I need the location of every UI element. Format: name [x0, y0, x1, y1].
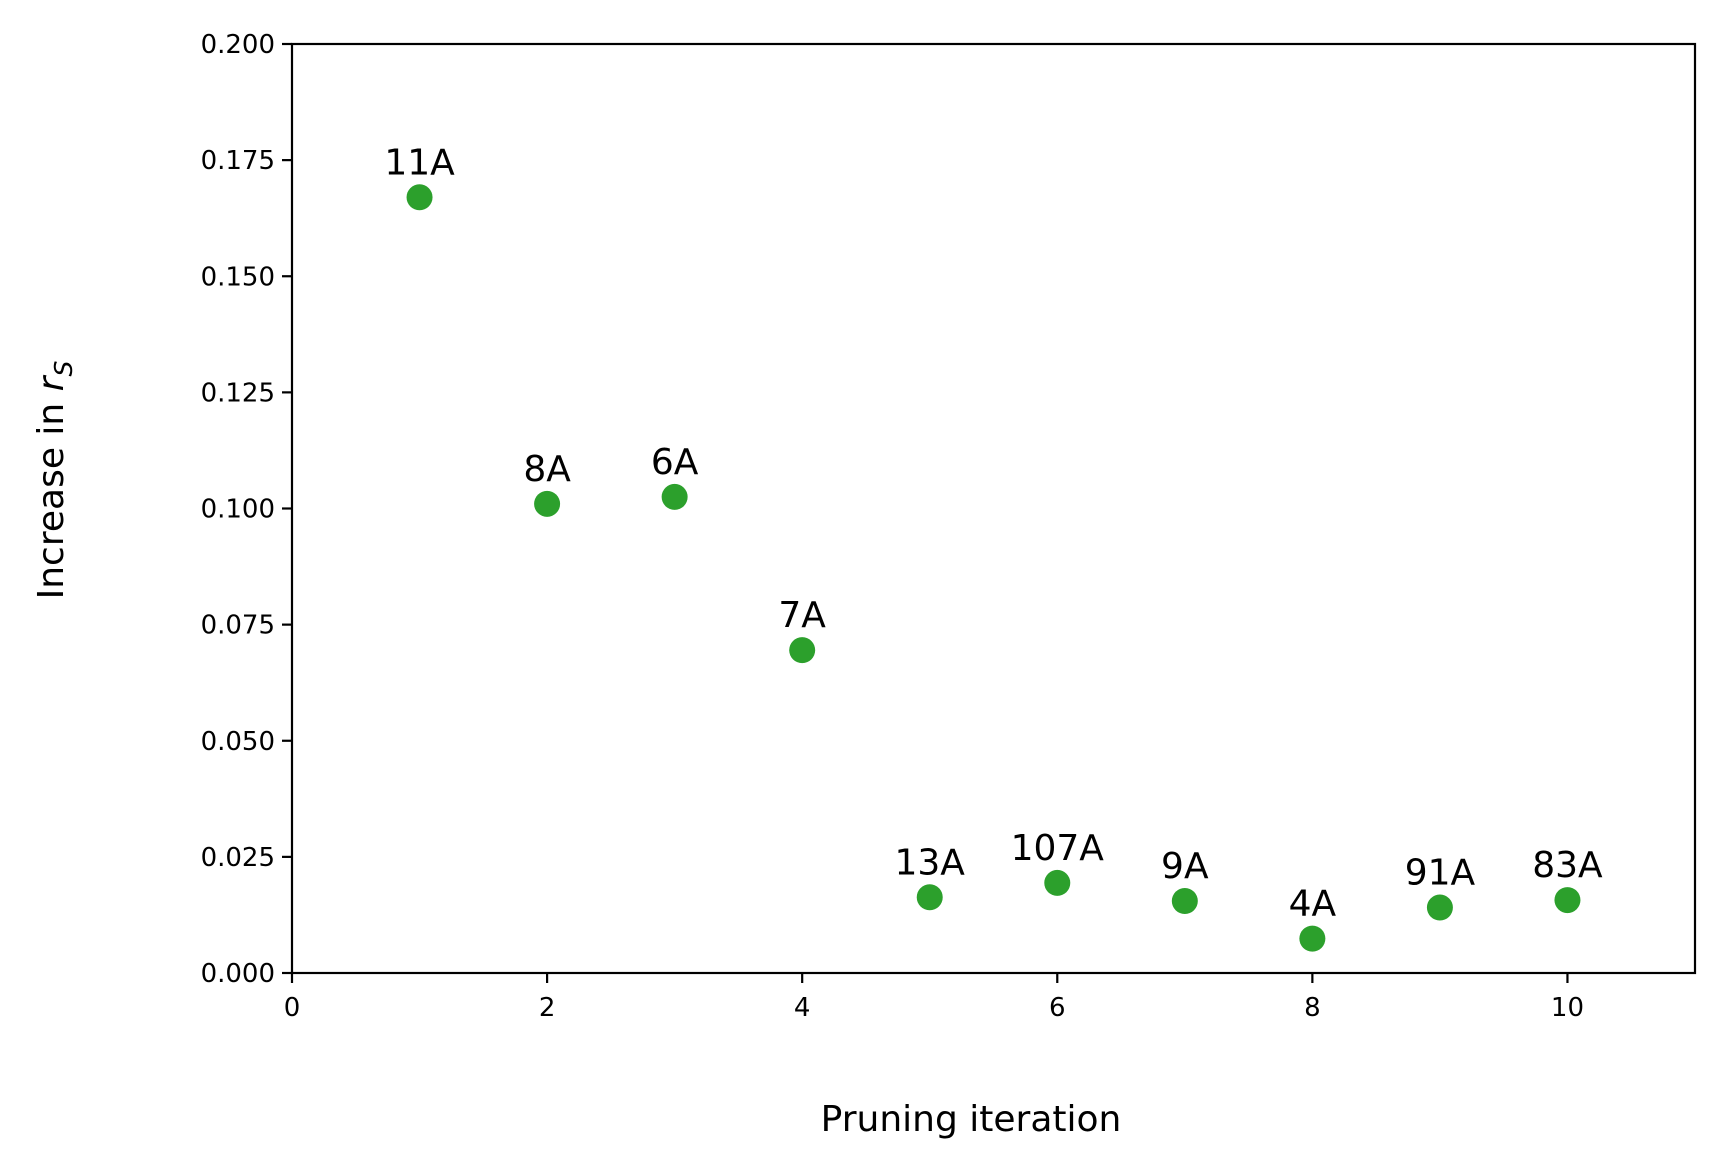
- y-tick-label: 0.075: [201, 611, 275, 641]
- y-axis-label-text: Increase in: [31, 391, 72, 599]
- data-point: [661, 483, 688, 510]
- data-point: [1426, 894, 1453, 921]
- y-tick-label: 0.100: [201, 495, 275, 525]
- y-tick-label: 0.175: [201, 146, 275, 176]
- y-tick-label: 0.200: [201, 30, 275, 60]
- data-points: [406, 184, 1581, 952]
- y-tick-label: 0.025: [201, 843, 275, 873]
- plot-area: [290, 42, 1697, 975]
- data-point: [1044, 869, 1071, 896]
- y-tick-label: 0.125: [201, 378, 275, 408]
- data-point: [534, 490, 561, 517]
- x-tick-label: 4: [794, 993, 811, 1023]
- y-axis-label-subscript: S: [49, 361, 78, 377]
- data-labels: 11A 8A 6A 7A 13A 107A 9A 4A 91A 83A: [384, 142, 1603, 924]
- data-point-label: 4A: [1289, 884, 1337, 925]
- data-point-label: 7A: [778, 595, 826, 636]
- y-axis-label-symbol: r: [31, 374, 72, 391]
- data-point: [1171, 888, 1198, 915]
- data-point: [916, 884, 943, 911]
- data-point-label: 13A: [895, 842, 966, 883]
- data-point-label: 6A: [651, 442, 699, 483]
- y-tick-label: 0.150: [201, 262, 275, 292]
- data-point: [789, 637, 816, 664]
- data-point-label: 107A: [1011, 828, 1105, 869]
- x-axis-label: Pruning iteration: [821, 1099, 1122, 1140]
- x-tick-label: 6: [1049, 993, 1066, 1023]
- x-tick-label: 2: [539, 993, 556, 1023]
- x-tick-label: 8: [1304, 993, 1321, 1023]
- x-tick-label: 0: [284, 993, 301, 1023]
- data-point: [1554, 887, 1581, 914]
- data-point-label: 9A: [1161, 846, 1209, 887]
- y-axis-label: Increase in rS: [31, 361, 78, 600]
- y-axis: 0.000 0.025 0.050 0.075 0.100 0.125 0.150 0.175…: [201, 30, 292, 989]
- data-point-label: 11A: [384, 142, 455, 183]
- y-tick-label: 0.050: [201, 727, 275, 757]
- data-point: [406, 184, 433, 211]
- data-point-label: 91A: [1405, 853, 1476, 894]
- data-point: [1299, 925, 1326, 952]
- y-tick-label: 0.000: [201, 959, 275, 989]
- data-point-label: 83A: [1532, 845, 1603, 886]
- data-point-label: 8A: [523, 449, 571, 490]
- x-axis: 0 2 4 6 8 10: [284, 973, 1584, 1023]
- x-tick-label: 10: [1551, 993, 1584, 1023]
